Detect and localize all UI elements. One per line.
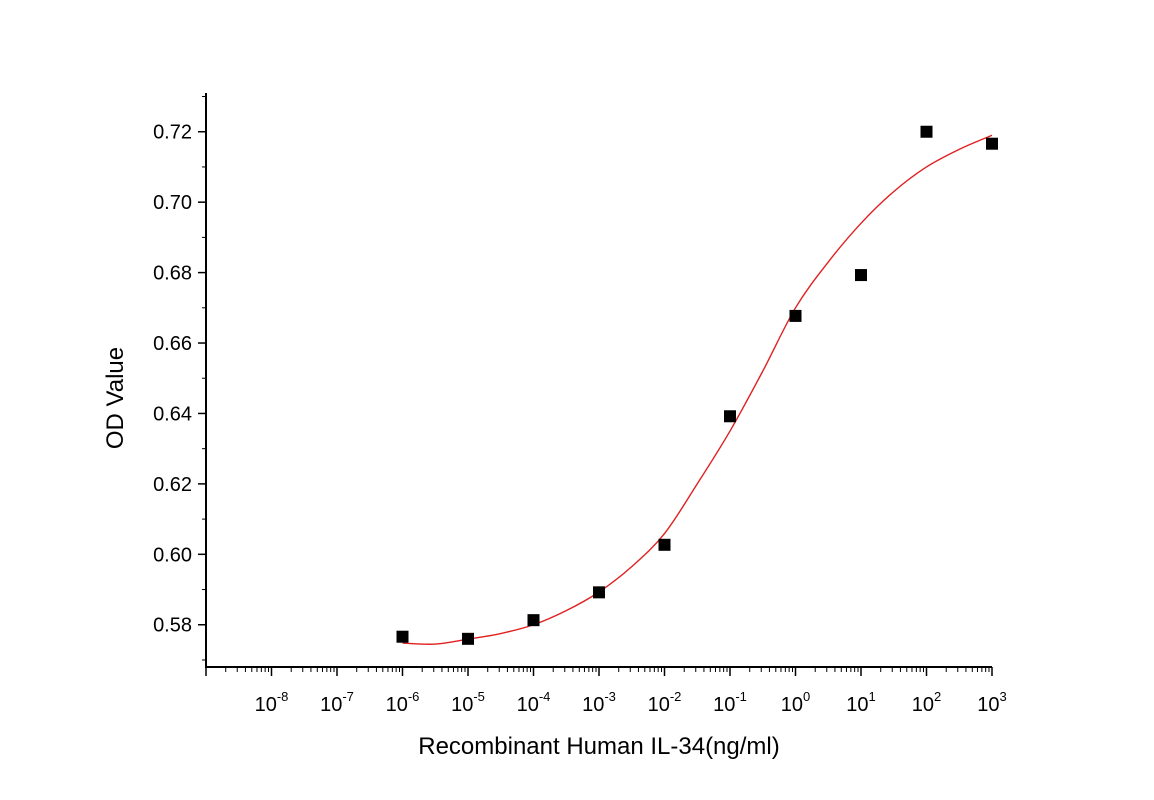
x-tick-label: 100 [781,689,810,716]
x-tick-label: 10-3 [582,689,616,716]
x-tick-label: 10-5 [451,689,485,716]
x-ticks: 10-8 10-7 10-6 10-5 10-4 10-3 10-2 10-1 100 101 10… [205,667,1007,716]
x-tick-label: 10-6 [386,689,420,716]
x-tick-label: 10-7 [320,689,354,716]
x-tick-label: 10-8 [255,689,289,716]
data-point [658,538,671,551]
data-point [462,632,474,645]
y-tick-label: 0.58 [153,615,192,637]
x-tick-label: 101 [846,689,875,716]
y-tick-label: 0.70 [153,192,192,214]
x-axis-label: Recombinant Human IL-34(ng/ml) [418,733,780,760]
x-tick-label: 10-4 [517,689,551,716]
data-point [396,630,409,643]
y-tick-label: 0.68 [153,263,192,285]
y-tick-label: 0.64 [153,403,192,425]
data-point [920,125,933,138]
data-point [855,269,867,282]
y-tick-label: 0.62 [153,474,192,496]
x-tick-label: 102 [912,689,941,716]
data-point [527,614,540,627]
x-tick-label: 103 [977,689,1006,716]
series-layer [396,125,998,645]
data-point [789,309,802,322]
x-tick-label: 10-2 [648,689,682,716]
axes [205,93,992,668]
y-ticks: 0.58 0.60 0.62 0.64 0.66 0.68 0.70 0.72 [153,96,206,661]
y-tick-label: 0.72 [153,122,192,144]
data-point [724,410,736,423]
data-point [593,586,605,599]
x-tick-label: 10-1 [713,689,747,716]
y-tick-label: 0.66 [153,333,192,355]
y-tick-label: 0.60 [153,544,192,566]
y-axis-label: OD Value [102,347,129,449]
fit-curve [402,134,993,645]
data-point [986,137,998,150]
